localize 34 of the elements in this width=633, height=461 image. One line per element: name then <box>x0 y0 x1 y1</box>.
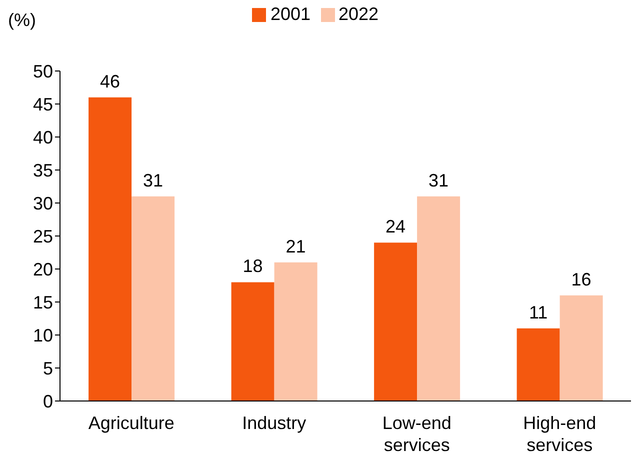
bar <box>560 295 603 401</box>
y-tick-label: 45 <box>32 94 53 114</box>
y-tick-label: 35 <box>32 160 53 180</box>
data-label: 31 <box>143 170 164 190</box>
x-tick-label: Industry <box>242 413 306 433</box>
y-tick-label: 50 <box>32 61 53 82</box>
bar <box>417 196 460 401</box>
legend-label: 2001 <box>270 4 310 24</box>
bar <box>231 282 274 401</box>
bar <box>516 328 560 401</box>
data-label: 18 <box>242 256 263 276</box>
data-label: 16 <box>571 269 592 290</box>
bar <box>132 196 175 401</box>
y-tick-label: 30 <box>32 193 53 214</box>
bar <box>374 242 418 401</box>
y-tick-label: 40 <box>32 127 53 148</box>
y-tick-label: 0 <box>42 391 53 412</box>
legend-label: 2022 <box>338 4 379 24</box>
y-tick-label: 20 <box>32 259 53 280</box>
x-tick-label: Low-end services <box>382 413 452 455</box>
bar <box>274 262 318 401</box>
y-tick-label: 15 <box>32 292 53 312</box>
data-label: 24 <box>386 216 406 237</box>
y-tick-label: 5 <box>42 358 53 378</box>
data-label: 21 <box>286 236 306 256</box>
x-tick-label: Agriculture <box>88 413 174 433</box>
bar <box>88 97 132 401</box>
y-tick-label: 25 <box>32 226 53 246</box>
y-tick-label: 10 <box>32 325 53 346</box>
data-label: 46 <box>100 71 120 92</box>
data-label: 31 <box>428 170 449 190</box>
x-tick-label: High-end services <box>523 413 596 455</box>
y-axis-title: (%) <box>8 10 36 30</box>
data-label: 11 <box>528 302 548 322</box>
